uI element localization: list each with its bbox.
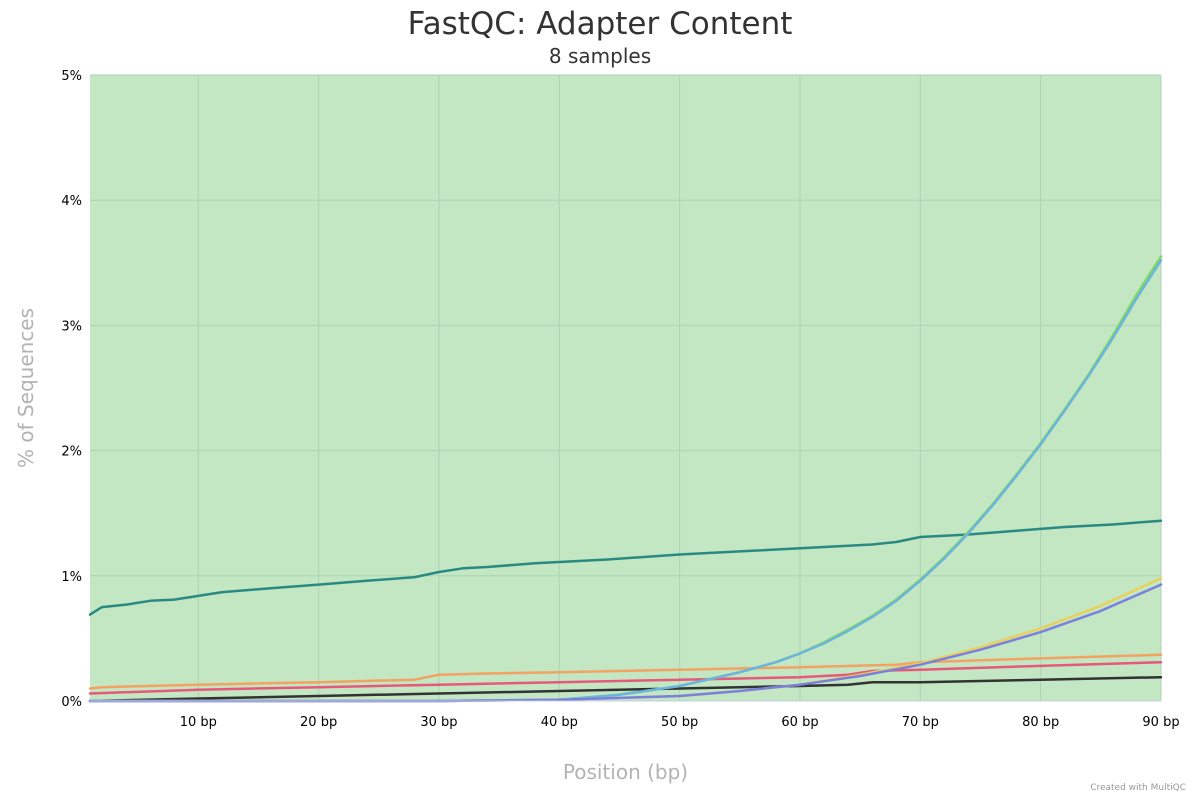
x-tick-label: 80 bp (1022, 715, 1059, 730)
chart-title: FastQC: Adapter Content (407, 6, 793, 42)
grid-layer (90, 74, 1162, 702)
x-tick-label: 60 bp (781, 715, 818, 730)
multiqc-credit[interactable]: Created with MultiQC (1090, 783, 1186, 793)
x-axis-title: Position (bp) (563, 760, 688, 784)
series-line-1[interactable] (88, 519, 1163, 616)
y-axis-title: % of Sequences (14, 308, 38, 468)
x-tick-label: 40 bp (541, 715, 578, 730)
x-tick-label: 50 bp (661, 715, 698, 730)
series-line-3[interactable] (88, 660, 1163, 695)
x-tick-label: 90 bp (1142, 715, 1179, 730)
series-line-6[interactable] (88, 259, 1163, 703)
series-layer (88, 255, 1163, 703)
pass-background-band (90, 75, 1161, 701)
y-tick-label: 1% (61, 570, 82, 585)
y-axis-ticks: 0% 1% 2% 3% 4% 5% (61, 69, 82, 710)
x-tick-label: 10 bp (180, 715, 217, 730)
y-tick-label: 2% (61, 445, 82, 460)
x-tick-label: 30 bp (420, 715, 457, 730)
y-tick-label: 4% (61, 194, 82, 209)
x-axis-ticks: 10 bp 20 bp 30 bp 40 bp 50 bp 60 bp 70 bp 80 bp… (180, 715, 1180, 730)
chart-subtitle: 8 samples (548, 44, 652, 68)
x-tick-label: 70 bp (902, 715, 939, 730)
series-line-2[interactable] (88, 653, 1163, 690)
series-line-4[interactable] (88, 675, 1163, 703)
y-tick-label: 0% (61, 695, 82, 710)
y-tick-label: 3% (61, 319, 82, 334)
series-line-8[interactable] (88, 583, 1163, 703)
y-tick-label: 5% (61, 69, 82, 84)
x-tick-label: 20 bp (300, 715, 337, 730)
